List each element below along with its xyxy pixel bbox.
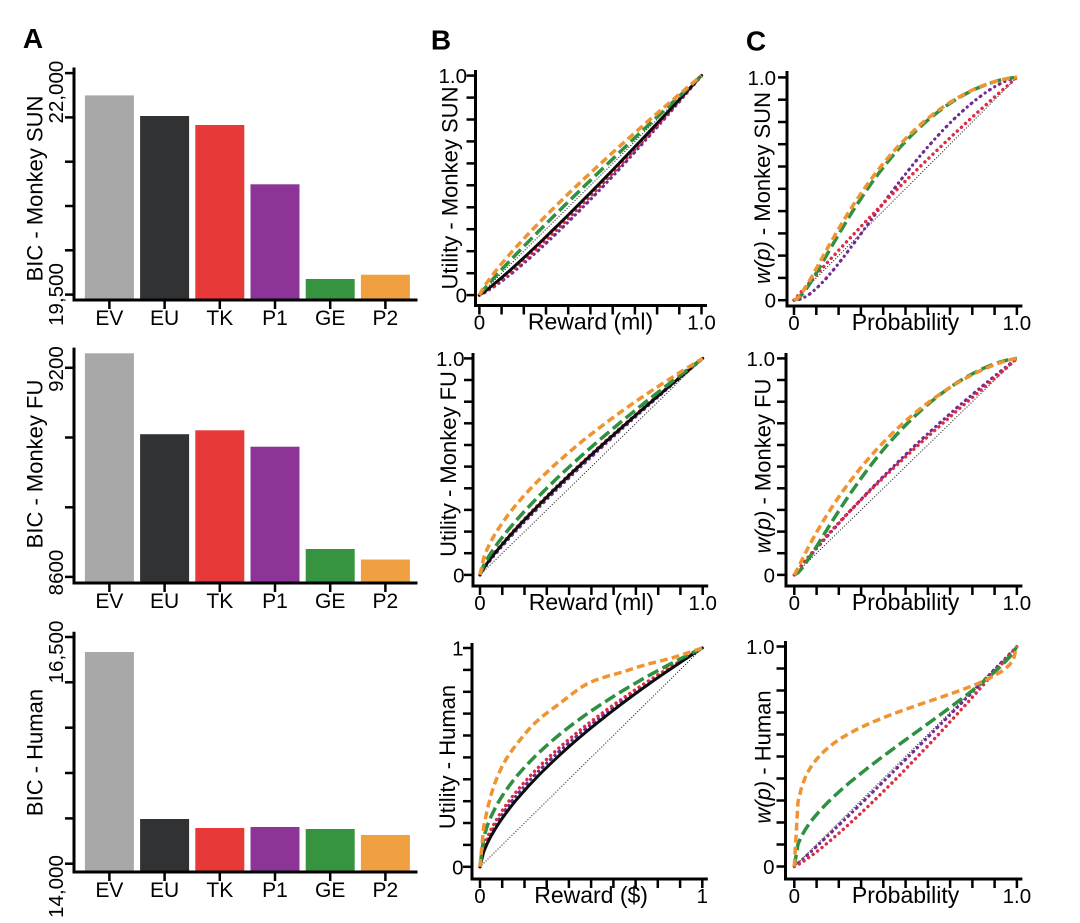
svg-text:0: 0 <box>763 856 774 879</box>
svg-text:Probability: Probability <box>852 882 960 908</box>
svg-text:w(p) - Human: w(p) - Human <box>750 690 775 823</box>
svg-text:TK: TK <box>206 590 233 613</box>
svg-text:Utility - Monkey FU: Utility - Monkey FU <box>436 371 461 557</box>
svg-text:19,500: 19,500 <box>45 263 68 326</box>
svg-text:1.0: 1.0 <box>1003 312 1032 335</box>
svg-text:1.0: 1.0 <box>688 592 717 615</box>
svg-text:EV: EV <box>95 879 123 902</box>
svg-text:1.0: 1.0 <box>436 348 465 371</box>
svg-text:0: 0 <box>453 564 464 587</box>
svg-text:14,000: 14,000 <box>45 855 68 918</box>
svg-text:A: A <box>23 23 43 54</box>
svg-text:C: C <box>746 25 766 56</box>
svg-text:8600: 8600 <box>45 550 68 596</box>
svg-text:Utility - Monkey SUN: Utility - Monkey SUN <box>437 87 462 290</box>
svg-text:1.0: 1.0 <box>1003 885 1032 908</box>
svg-text:Reward (ml): Reward (ml) <box>528 309 653 335</box>
svg-text:1.0: 1.0 <box>439 65 468 88</box>
svg-text:Reward ($): Reward ($) <box>534 882 648 908</box>
svg-text:BIC - Human: BIC - Human <box>22 689 47 816</box>
svg-text:0: 0 <box>452 856 463 879</box>
svg-text:Reward (ml): Reward (ml) <box>529 589 654 615</box>
svg-text:0: 0 <box>788 312 799 335</box>
svg-text:1.0: 1.0 <box>746 636 775 659</box>
svg-text:BIC - Monkey SUN: BIC - Monkey SUN <box>22 96 47 282</box>
svg-text:P2: P2 <box>373 879 399 902</box>
svg-text:w(p) - Monkey SUN: w(p) - Monkey SUN <box>750 92 775 284</box>
svg-text:TK: TK <box>206 307 233 330</box>
svg-text:w(p) - Monkey FU: w(p) - Monkey FU <box>750 379 775 554</box>
svg-text:16,500: 16,500 <box>45 621 68 684</box>
svg-text:EU: EU <box>150 307 179 330</box>
svg-text:EU: EU <box>150 879 179 902</box>
svg-text:TK: TK <box>206 879 233 902</box>
svg-text:0: 0 <box>789 592 800 615</box>
svg-text:EV: EV <box>95 590 123 613</box>
svg-text:P1: P1 <box>262 307 288 330</box>
svg-text:0: 0 <box>764 564 775 587</box>
svg-text:P1: P1 <box>262 879 288 902</box>
svg-text:P2: P2 <box>373 590 399 613</box>
svg-text:BIC - Monkey FU: BIC - Monkey FU <box>22 380 47 549</box>
svg-text:1.0: 1.0 <box>687 312 716 335</box>
svg-text:EV: EV <box>95 307 123 330</box>
svg-text:22,000: 22,000 <box>45 61 68 124</box>
svg-text:0: 0 <box>789 885 800 908</box>
svg-text:0: 0 <box>765 290 776 313</box>
svg-text:0: 0 <box>474 592 485 615</box>
svg-text:1.0: 1.0 <box>1003 592 1032 615</box>
svg-text:GE: GE <box>315 307 345 330</box>
svg-text:1.0: 1.0 <box>748 67 777 90</box>
svg-text:9200: 9200 <box>45 346 68 392</box>
svg-text:B: B <box>431 25 451 56</box>
svg-text:GE: GE <box>315 590 345 613</box>
svg-text:GE: GE <box>315 879 345 902</box>
svg-text:Probability: Probability <box>852 309 960 335</box>
svg-text:1: 1 <box>452 638 463 661</box>
svg-text:EU: EU <box>150 590 179 613</box>
svg-text:0: 0 <box>456 285 467 308</box>
svg-text:P1: P1 <box>262 590 288 613</box>
svg-text:0: 0 <box>474 312 485 335</box>
svg-text:Probability: Probability <box>852 589 960 615</box>
svg-text:1: 1 <box>697 885 708 908</box>
svg-text:Utility - Human: Utility - Human <box>435 685 460 829</box>
svg-text:0: 0 <box>474 885 485 908</box>
svg-text:P2: P2 <box>373 307 399 330</box>
svg-text:1.0: 1.0 <box>747 348 776 371</box>
